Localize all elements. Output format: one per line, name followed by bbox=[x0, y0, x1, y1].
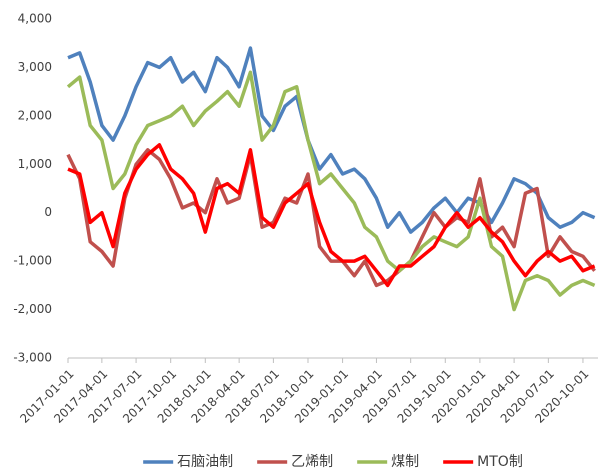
legend-label: 煤制 bbox=[391, 454, 419, 470]
y-tick-label: 0 bbox=[44, 205, 52, 219]
legend-label: 石脑油制 bbox=[177, 454, 233, 470]
y-tick-label: -2,000 bbox=[13, 302, 52, 316]
y-tick-label: -3,000 bbox=[13, 351, 52, 365]
y-tick-label: 2,000 bbox=[18, 108, 52, 122]
series-line bbox=[67, 46, 596, 234]
series-line bbox=[66, 70, 596, 312]
series-line bbox=[66, 148, 596, 288]
y-tick-label: 3,000 bbox=[18, 60, 52, 74]
y-tick-label: 4,000 bbox=[18, 12, 52, 26]
series-line bbox=[67, 143, 596, 288]
legend-label: MTO制 bbox=[477, 454, 523, 470]
y-tick-label: -1,000 bbox=[13, 254, 52, 268]
y-tick-label: 1,000 bbox=[18, 157, 52, 171]
legend-label: 乙烯制 bbox=[291, 454, 333, 470]
